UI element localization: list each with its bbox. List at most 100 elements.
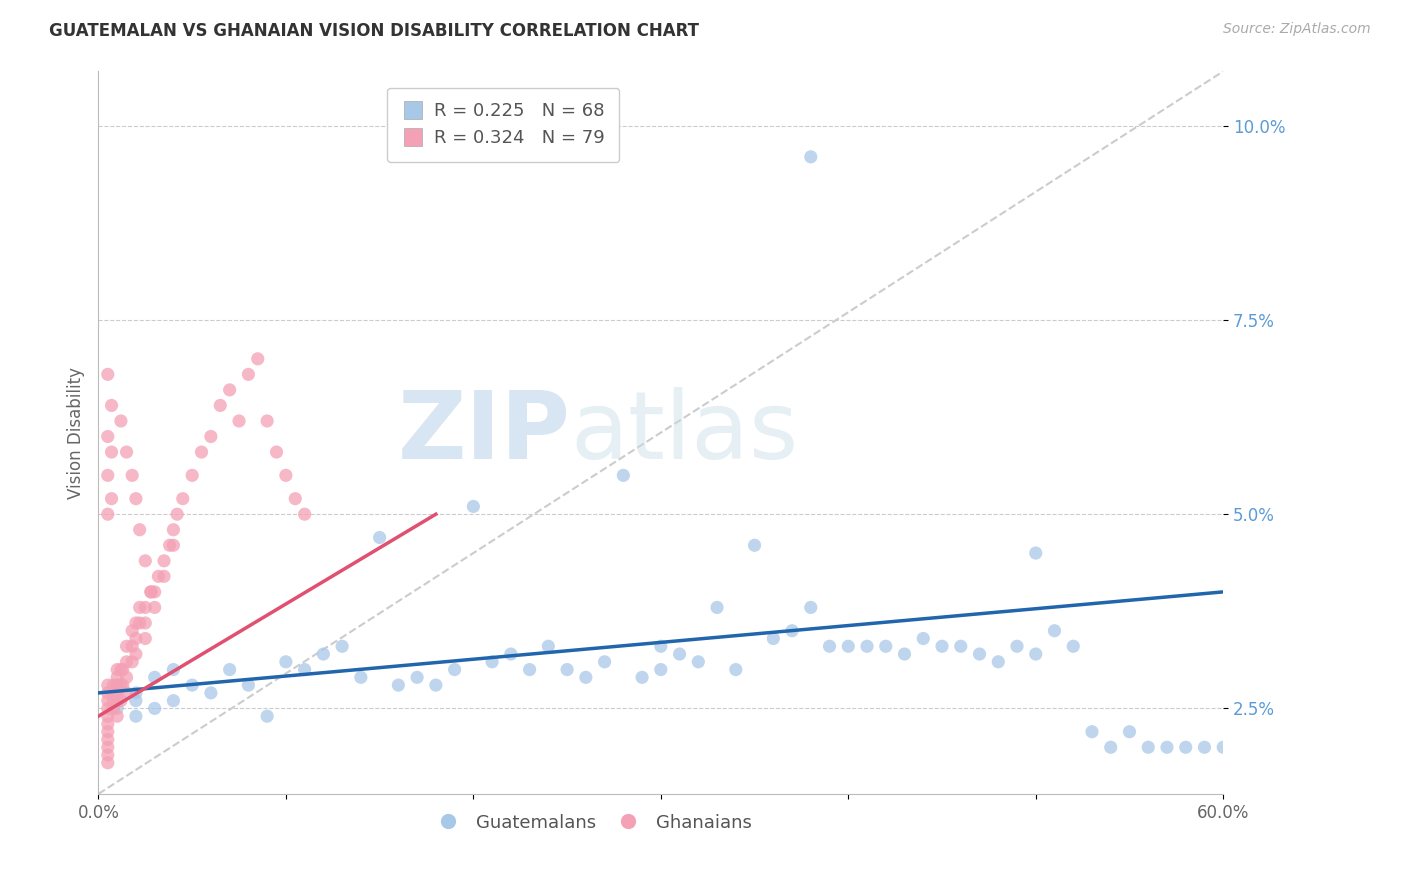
Point <box>125 632 148 646</box>
Point <box>931 640 953 654</box>
Point <box>110 693 132 707</box>
Point <box>481 655 503 669</box>
Text: ZIP: ZIP <box>398 386 571 479</box>
Point <box>105 686 128 700</box>
Point <box>650 640 672 654</box>
Point <box>181 678 204 692</box>
Point <box>97 732 120 747</box>
Point <box>134 554 156 568</box>
Point <box>115 686 138 700</box>
Point <box>284 491 307 506</box>
Point <box>97 717 120 731</box>
Point <box>1174 740 1197 755</box>
Point <box>125 615 148 630</box>
Point <box>97 740 120 755</box>
Point <box>238 678 260 692</box>
Point <box>1025 647 1047 661</box>
Point <box>105 693 128 707</box>
Point <box>1043 624 1066 638</box>
Point <box>134 632 156 646</box>
Point <box>121 468 143 483</box>
Point <box>105 670 128 684</box>
Point <box>97 724 120 739</box>
Point <box>800 600 823 615</box>
Point <box>143 585 166 599</box>
Point <box>143 701 166 715</box>
Point <box>105 709 128 723</box>
Point <box>246 351 269 366</box>
Point <box>330 640 353 654</box>
Point <box>97 693 120 707</box>
Point <box>148 569 170 583</box>
Point <box>110 678 132 692</box>
Point <box>350 670 373 684</box>
Point <box>162 538 184 552</box>
Point <box>800 150 823 164</box>
Point <box>125 709 148 723</box>
Point <box>1025 546 1047 560</box>
Point <box>121 640 143 654</box>
Point <box>97 468 120 483</box>
Point <box>97 756 120 770</box>
Point <box>97 709 120 723</box>
Legend: Guatemalans, Ghanaians: Guatemalans, Ghanaians <box>427 806 759 839</box>
Point <box>172 491 194 506</box>
Point <box>125 693 148 707</box>
Point <box>555 663 578 677</box>
Point <box>110 414 132 428</box>
Point <box>266 445 288 459</box>
Point <box>1156 740 1178 755</box>
Point <box>443 663 465 677</box>
Point <box>312 647 335 661</box>
Point <box>121 624 143 638</box>
Point <box>406 670 429 684</box>
Point <box>668 647 690 661</box>
Point <box>780 624 803 638</box>
Point <box>115 640 138 654</box>
Point <box>631 670 654 684</box>
Point <box>762 632 785 646</box>
Point <box>103 701 125 715</box>
Point <box>837 640 859 654</box>
Point <box>256 709 278 723</box>
Point <box>274 468 297 483</box>
Point <box>103 678 125 692</box>
Point <box>115 445 138 459</box>
Point <box>463 500 485 514</box>
Point <box>256 414 278 428</box>
Point <box>200 429 222 443</box>
Point <box>143 670 166 684</box>
Point <box>125 491 148 506</box>
Point <box>537 640 560 654</box>
Point <box>724 663 747 677</box>
Point <box>818 640 841 654</box>
Text: atlas: atlas <box>571 386 799 479</box>
Point <box>893 647 915 661</box>
Point <box>105 663 128 677</box>
Point <box>134 600 156 615</box>
Y-axis label: Vision Disability: Vision Disability <box>66 367 84 499</box>
Point <box>100 445 122 459</box>
Point <box>425 678 447 692</box>
Point <box>387 678 409 692</box>
Point <box>1212 740 1234 755</box>
Point <box>181 468 204 483</box>
Point <box>100 399 122 413</box>
Point <box>115 655 138 669</box>
Point <box>499 647 522 661</box>
Point <box>128 600 150 615</box>
Point <box>159 538 181 552</box>
Point <box>856 640 879 654</box>
Point <box>969 647 991 661</box>
Point <box>105 701 128 715</box>
Point <box>218 383 240 397</box>
Point <box>519 663 541 677</box>
Point <box>575 670 598 684</box>
Point <box>218 663 240 677</box>
Text: Source: ZipAtlas.com: Source: ZipAtlas.com <box>1223 22 1371 37</box>
Point <box>97 429 120 443</box>
Point <box>368 531 391 545</box>
Point <box>97 747 120 762</box>
Point <box>139 585 162 599</box>
Point <box>128 615 150 630</box>
